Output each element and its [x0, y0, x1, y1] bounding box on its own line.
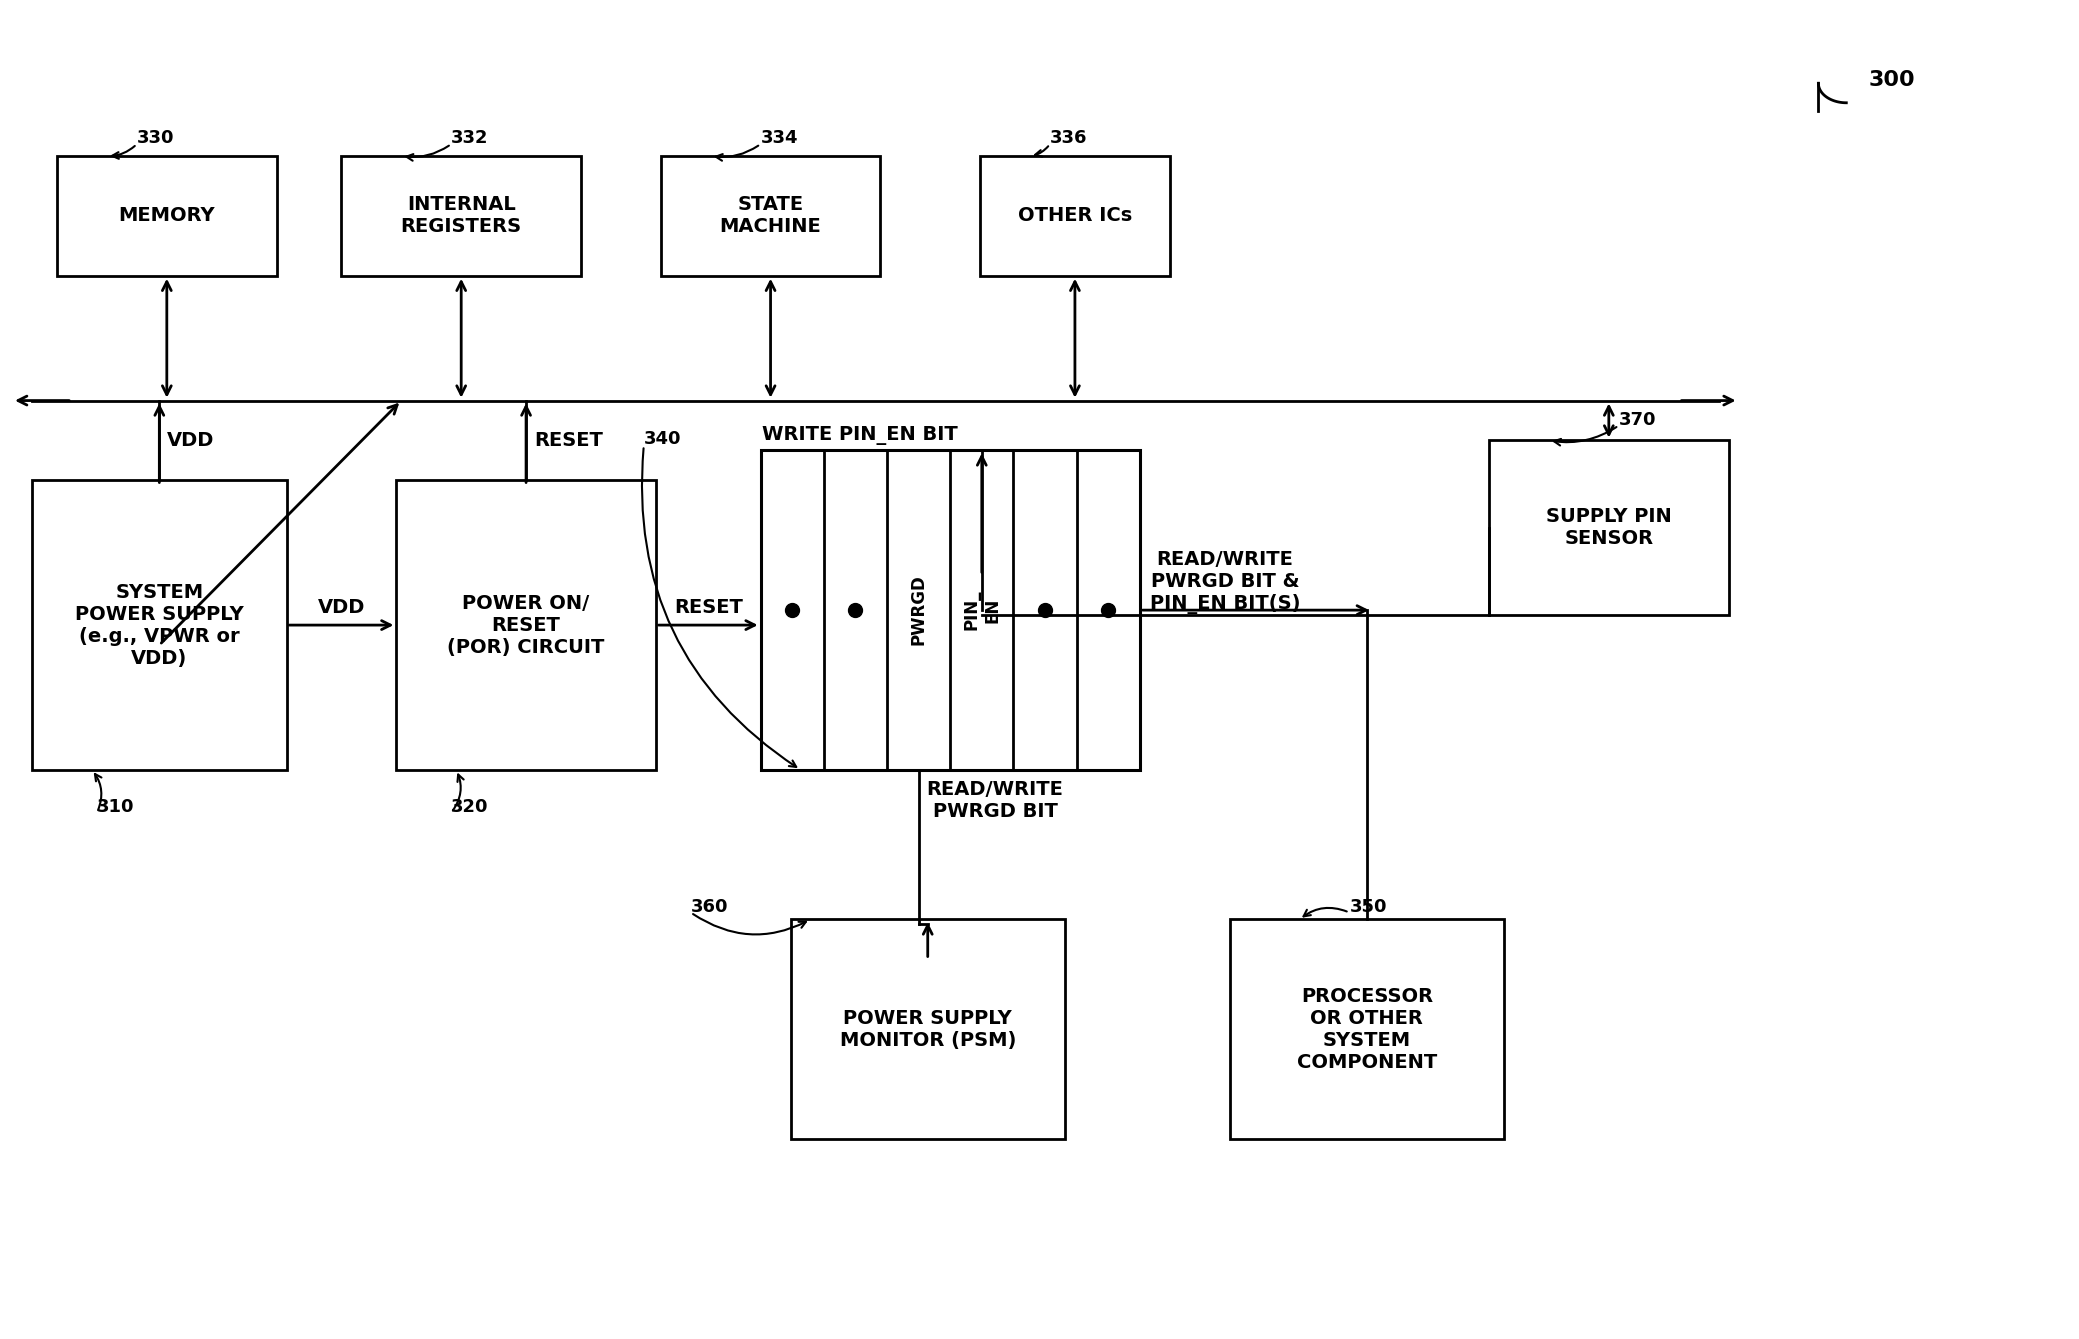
Text: 360: 360	[690, 897, 728, 916]
Text: SUPPLY PIN
SENSOR: SUPPLY PIN SENSOR	[1547, 507, 1672, 548]
Text: VDD: VDD	[318, 599, 366, 617]
Text: PROCESSOR
OR OTHER
SYSTEM
COMPONENT: PROCESSOR OR OTHER SYSTEM COMPONENT	[1297, 987, 1437, 1071]
Bar	[341, 157, 580, 276]
Text: SYSTEM
POWER SUPPLY
(e.g., VPWR or
VDD): SYSTEM POWER SUPPLY (e.g., VPWR or VDD)	[75, 582, 243, 668]
Text: VDD: VDD	[166, 431, 214, 450]
Bar	[661, 157, 879, 276]
Bar	[1489, 441, 1728, 615]
Text: WRITE PIN_EN BIT: WRITE PIN_EN BIT	[763, 426, 958, 446]
Bar	[31, 481, 287, 770]
Bar	[790, 920, 1064, 1139]
Text: 350: 350	[1349, 897, 1387, 916]
Text: 340: 340	[644, 431, 682, 449]
Text: 370: 370	[1620, 411, 1657, 428]
Text: 332: 332	[451, 129, 489, 147]
Text: RESET: RESET	[674, 599, 742, 617]
Text: INTERNAL
REGISTERS: INTERNAL REGISTERS	[401, 195, 522, 237]
Text: PWRGD: PWRGD	[911, 574, 927, 645]
Text: 336: 336	[1050, 129, 1087, 147]
Text: MEMORY: MEMORY	[119, 206, 214, 225]
Bar	[1229, 920, 1503, 1139]
Text: POWER SUPPLY
MONITOR (PSM): POWER SUPPLY MONITOR (PSM)	[840, 1008, 1017, 1050]
Text: PIN_
EN: PIN_ EN	[963, 590, 1002, 631]
Text: 334: 334	[761, 129, 798, 147]
Text: RESET: RESET	[534, 431, 603, 450]
Text: POWER ON/
RESET
(POR) CIRCUIT: POWER ON/ RESET (POR) CIRCUIT	[447, 593, 605, 656]
Bar	[979, 157, 1170, 276]
Bar	[761, 450, 1139, 770]
Text: 310: 310	[98, 798, 135, 815]
Text: 300: 300	[1869, 70, 1915, 90]
Text: OTHER ICs: OTHER ICs	[1019, 206, 1133, 225]
Text: 330: 330	[137, 129, 175, 147]
Bar	[56, 157, 277, 276]
Text: STATE
MACHINE: STATE MACHINE	[719, 195, 821, 237]
Text: READ/WRITE
PWRGD BIT: READ/WRITE PWRGD BIT	[927, 779, 1064, 821]
Text: READ/WRITE
PWRGD BIT &
PIN_EN BIT(S): READ/WRITE PWRGD BIT & PIN_EN BIT(S)	[1150, 550, 1299, 615]
Text: 320: 320	[451, 798, 489, 815]
Bar	[397, 481, 655, 770]
